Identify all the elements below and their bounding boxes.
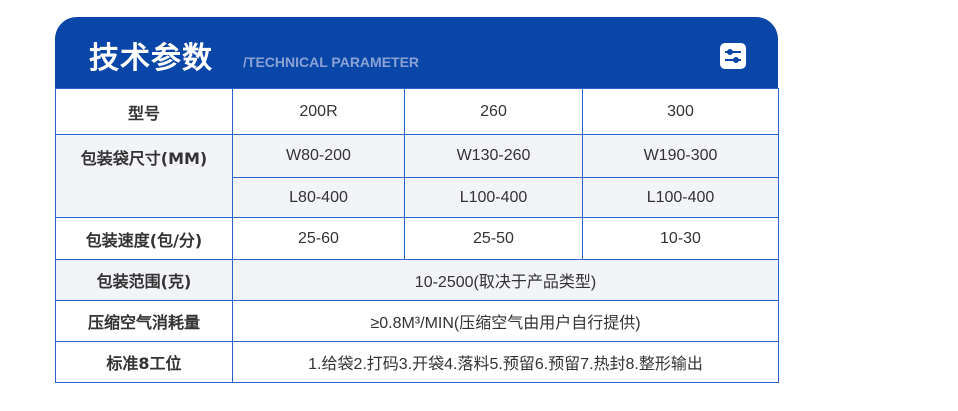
technical-parameter-card: 技术参数 /TECHNICAL PARAMETER 型号 200R 260 30…	[55, 17, 779, 383]
table-row-bag-width: 包装袋尺寸(MM) W80-200 W130-260 W190-300	[55, 134, 779, 218]
table-row-bag-length: L80-400 L100-400 L100-400	[56, 177, 779, 218]
table-cell: 260	[404, 88, 583, 135]
row-label: 包装范围(克)	[55, 259, 233, 301]
table-cell: 1.给袋2.打码3.开袋4.落料5.预留6.预留7.热封8.整形输出	[232, 341, 779, 383]
page-subtitle: /TECHNICAL PARAMETER	[243, 54, 420, 70]
parameter-table: 型号 200R 260 300 包装袋尺寸(MM) W80-200 W130-2…	[55, 88, 779, 383]
table-cell: 10-2500(取决于产品类型)	[232, 259, 779, 301]
table-row-air: 压缩空气消耗量 ≥0.8M³/MIN(压缩空气由用户自行提供)	[55, 300, 779, 342]
row-label: 压缩空气消耗量	[55, 300, 233, 342]
table-cell: 300	[582, 88, 779, 135]
row-label: 标准8工位	[55, 341, 233, 383]
settings-sliders-icon[interactable]	[720, 43, 746, 69]
table-cell: L100-400	[582, 177, 779, 218]
row-label: 包装袋尺寸(MM)	[55, 134, 233, 218]
table-cell: 25-60	[232, 217, 405, 260]
table-cell: 200R	[232, 88, 405, 135]
table-cell: W190-300	[582, 134, 779, 178]
table-row-range: 包装范围(克) 10-2500(取决于产品类型)	[55, 259, 779, 301]
table-row-model: 型号 200R 260 300	[55, 88, 779, 135]
table-cell: 10-30	[582, 217, 779, 260]
table-cell: L100-400	[404, 177, 583, 218]
table-cell: W130-260	[404, 134, 583, 178]
table-cell: W80-200	[232, 134, 405, 178]
row-label: 包装速度(包/分)	[55, 217, 233, 260]
row-label: 型号	[55, 88, 233, 135]
table-row-speed: 包装速度(包/分) 25-60 25-50 10-30	[55, 217, 779, 260]
table-cell: 25-50	[404, 217, 583, 260]
table-cell: L80-400	[232, 177, 405, 218]
table-row-stations: 标准8工位 1.给袋2.打码3.开袋4.落料5.预留6.预留7.热封8.整形输出	[55, 341, 779, 383]
page-title: 技术参数	[89, 41, 213, 76]
table-cell: ≥0.8M³/MIN(压缩空气由用户自行提供)	[232, 300, 779, 342]
card-header: 技术参数 /TECHNICAL PARAMETER	[55, 17, 778, 88]
